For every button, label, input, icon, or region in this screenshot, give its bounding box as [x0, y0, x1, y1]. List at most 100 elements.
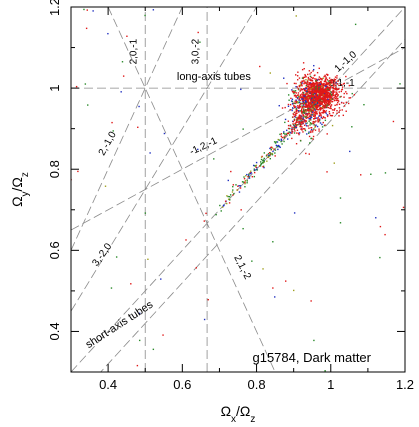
data-point: [299, 110, 301, 112]
data-point: [304, 75, 307, 77]
data-point: [295, 114, 297, 117]
data-point: [330, 107, 332, 110]
data-point: [293, 106, 296, 109]
data-point: [305, 87, 308, 90]
y-tick-label: 0.4: [47, 322, 62, 340]
data-point: [340, 90, 343, 93]
data-point: [303, 92, 305, 94]
data-point: [271, 153, 274, 156]
data-point: [309, 84, 311, 86]
data-point: [314, 105, 316, 108]
data-point: [300, 81, 302, 83]
data-point: [318, 104, 320, 107]
data-point: [316, 94, 318, 97]
data-point: [291, 128, 293, 130]
x-tick-label: 0.4: [99, 377, 117, 392]
data-point: [305, 105, 308, 108]
data-point: [325, 83, 327, 85]
data-point: [311, 98, 314, 100]
data-point: [314, 99, 317, 101]
data-point: [303, 82, 305, 85]
data-point: [323, 96, 325, 98]
data-point: [319, 100, 322, 103]
data-point: [274, 142, 277, 144]
data-point: [314, 82, 316, 85]
data-point: [313, 104, 316, 106]
data-point: [314, 111, 316, 114]
data-point: [320, 101, 323, 103]
data-point: [354, 23, 357, 26]
data-point: [227, 195, 229, 198]
data-point: [314, 103, 317, 106]
data-point: [303, 88, 306, 90]
y-axis-label-sep: /Ω: [9, 177, 25, 191]
data-point: [332, 86, 334, 88]
data-point: [303, 81, 305, 83]
data-point: [291, 137, 293, 140]
data-point: [237, 185, 239, 187]
data-point: [300, 125, 302, 128]
data-point: [299, 140, 302, 142]
data-point: [299, 120, 301, 122]
data-point: [318, 130, 320, 132]
x-axis-label-sub2: z: [250, 414, 255, 425]
data-point: [247, 174, 250, 176]
data-point: [278, 139, 280, 141]
resonance-label: 2,0,-1: [128, 38, 139, 64]
data-point: [318, 90, 320, 93]
data-point: [306, 104, 308, 107]
data-point: [286, 82, 288, 85]
data-point: [299, 125, 302, 127]
data-point: [246, 182, 248, 184]
data-point: [299, 104, 301, 106]
data-point: [326, 171, 328, 173]
data-point: [315, 83, 317, 85]
data-point: [277, 145, 280, 147]
data-point: [297, 94, 299, 96]
resonance-label: -1,2,-1: [188, 135, 219, 157]
data-point: [336, 92, 338, 95]
data-point: [251, 176, 254, 178]
data-point: [298, 133, 300, 136]
data-point: [305, 125, 308, 127]
data-point: [322, 84, 324, 87]
data-point: [307, 109, 310, 111]
data-point: [307, 95, 309, 97]
data-point: [160, 278, 162, 280]
data-point: [284, 133, 286, 135]
data-point: [318, 79, 321, 81]
data-point: [341, 109, 343, 111]
data-point: [308, 153, 310, 155]
data-point: [262, 165, 264, 168]
x-axis-label: Ωx/Ωz: [221, 403, 256, 425]
data-point: [309, 95, 312, 97]
data-point: [226, 202, 228, 205]
data-point: [318, 91, 321, 93]
data-point: [296, 120, 298, 122]
data-point: [319, 83, 322, 85]
data-point: [326, 86, 329, 88]
data-point: [269, 152, 272, 154]
data-point: [293, 128, 296, 131]
data-point: [205, 212, 207, 215]
data-point: [327, 106, 330, 109]
data-point: [298, 116, 301, 119]
resonance-line: [107, 7, 276, 372]
data-point: [320, 103, 322, 106]
data-point: [346, 92, 348, 95]
data-point: [316, 100, 318, 102]
data-point: [309, 116, 311, 118]
data-point: [307, 105, 310, 107]
data-point: [288, 134, 291, 136]
data-point: [314, 126, 316, 128]
data-point: [310, 76, 313, 79]
data-point: [267, 156, 270, 158]
data-point: [107, 32, 109, 35]
data-point: [327, 80, 330, 82]
data-point: [243, 178, 246, 180]
data-point: [220, 210, 222, 212]
data-point: [287, 105, 290, 108]
data-point: [295, 92, 298, 94]
data-point: [316, 102, 319, 104]
data-point: [314, 90, 316, 93]
